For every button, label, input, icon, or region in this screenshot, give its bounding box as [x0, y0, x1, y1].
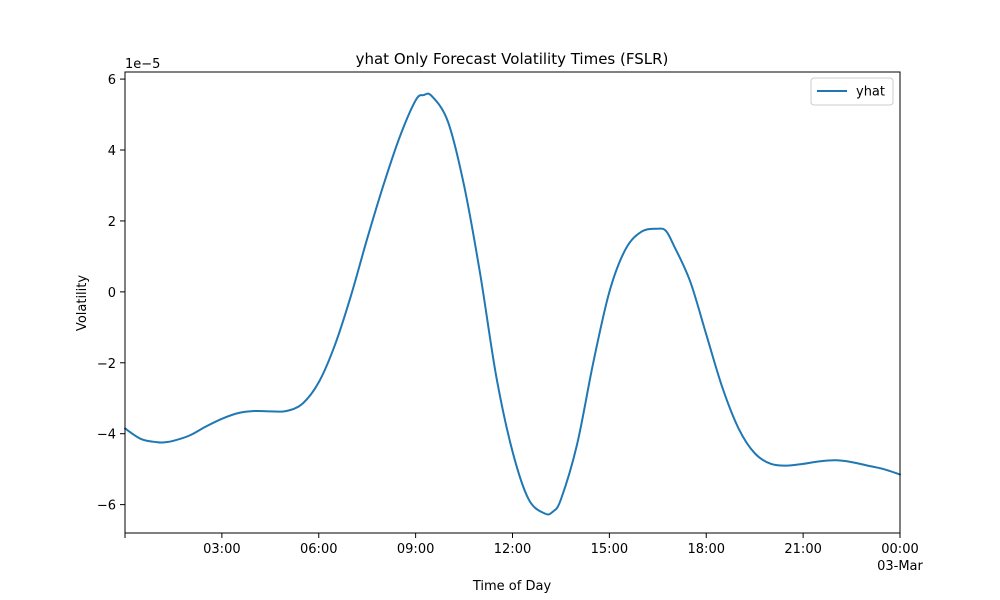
chart-title: yhat Only Forecast Volatility Times (FSL… [356, 50, 669, 68]
y-axis-offset-label: 1e−5 [125, 57, 160, 72]
y-axis-ticks: −6 −4 −2 0 2 4 6 [97, 73, 125, 514]
y-axis-label: Volatility [75, 275, 90, 331]
x-tick-label: 06:00 [300, 542, 337, 557]
x-tick-label: 00:00 [881, 542, 918, 557]
x-tick-label: 03:00 [203, 542, 240, 557]
y-tick-label: −2 [97, 357, 116, 372]
y-tick-label: 2 [108, 215, 116, 230]
y-tick-label: 4 [108, 144, 116, 159]
series-line-yhat [124, 92, 901, 516]
y-tick-label: 0 [108, 286, 116, 301]
y-tick-label: 6 [108, 73, 116, 88]
plot-area-frame [124, 71, 901, 534]
legend-label-yhat: yhat [856, 85, 885, 100]
x-tick-label: 09:00 [397, 542, 434, 557]
x-tick-sublabel: 03-Mar [877, 559, 923, 574]
x-tick-label: 18:00 [688, 542, 725, 557]
x-axis-label: Time of Day [472, 579, 552, 594]
legend: yhat [810, 77, 894, 106]
y-tick-label: −6 [97, 499, 116, 514]
legend-box [810, 77, 894, 106]
x-tick-label: 21:00 [784, 542, 821, 557]
x-axis-ticks: 03:00 06:00 09:00 12:00 15:00 18:00 21:00 00:00… [124, 533, 924, 574]
y-tick-label: −4 [97, 428, 116, 443]
x-tick-label: 12:00 [494, 542, 531, 557]
x-tick-label: 15:00 [591, 542, 628, 557]
